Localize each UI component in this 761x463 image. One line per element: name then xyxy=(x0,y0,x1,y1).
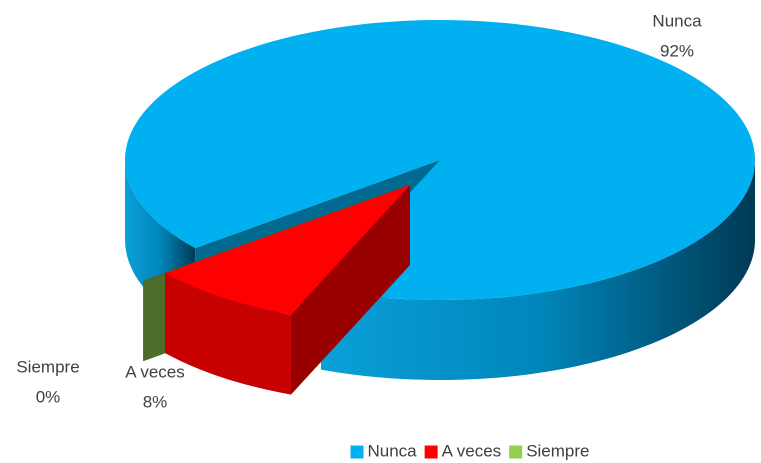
data-label-name: Siempre xyxy=(16,357,79,376)
legend-swatch xyxy=(350,445,364,459)
data-label-name: A veces xyxy=(125,362,185,381)
data-label-value: 92% xyxy=(660,41,694,60)
slice xyxy=(165,185,410,315)
legend-label: A veces xyxy=(442,441,502,460)
slice-side xyxy=(165,273,291,395)
data-label-name: Nunca xyxy=(652,11,702,30)
slice xyxy=(124,19,755,300)
legend-swatch xyxy=(424,445,438,459)
legend-swatch xyxy=(509,445,523,459)
data-label-value: 8% xyxy=(143,392,168,411)
slice-side xyxy=(320,160,755,380)
legend-label: Siempre xyxy=(526,441,589,460)
legend: Nunca A veces Siempre xyxy=(350,441,590,460)
labels: Nunca 92% A veces 8% Siempre 0% xyxy=(16,11,702,411)
data-label-value: 0% xyxy=(36,387,61,406)
pie xyxy=(124,19,755,395)
legend-label: Nunca xyxy=(368,441,418,460)
slice-wall xyxy=(290,185,410,395)
